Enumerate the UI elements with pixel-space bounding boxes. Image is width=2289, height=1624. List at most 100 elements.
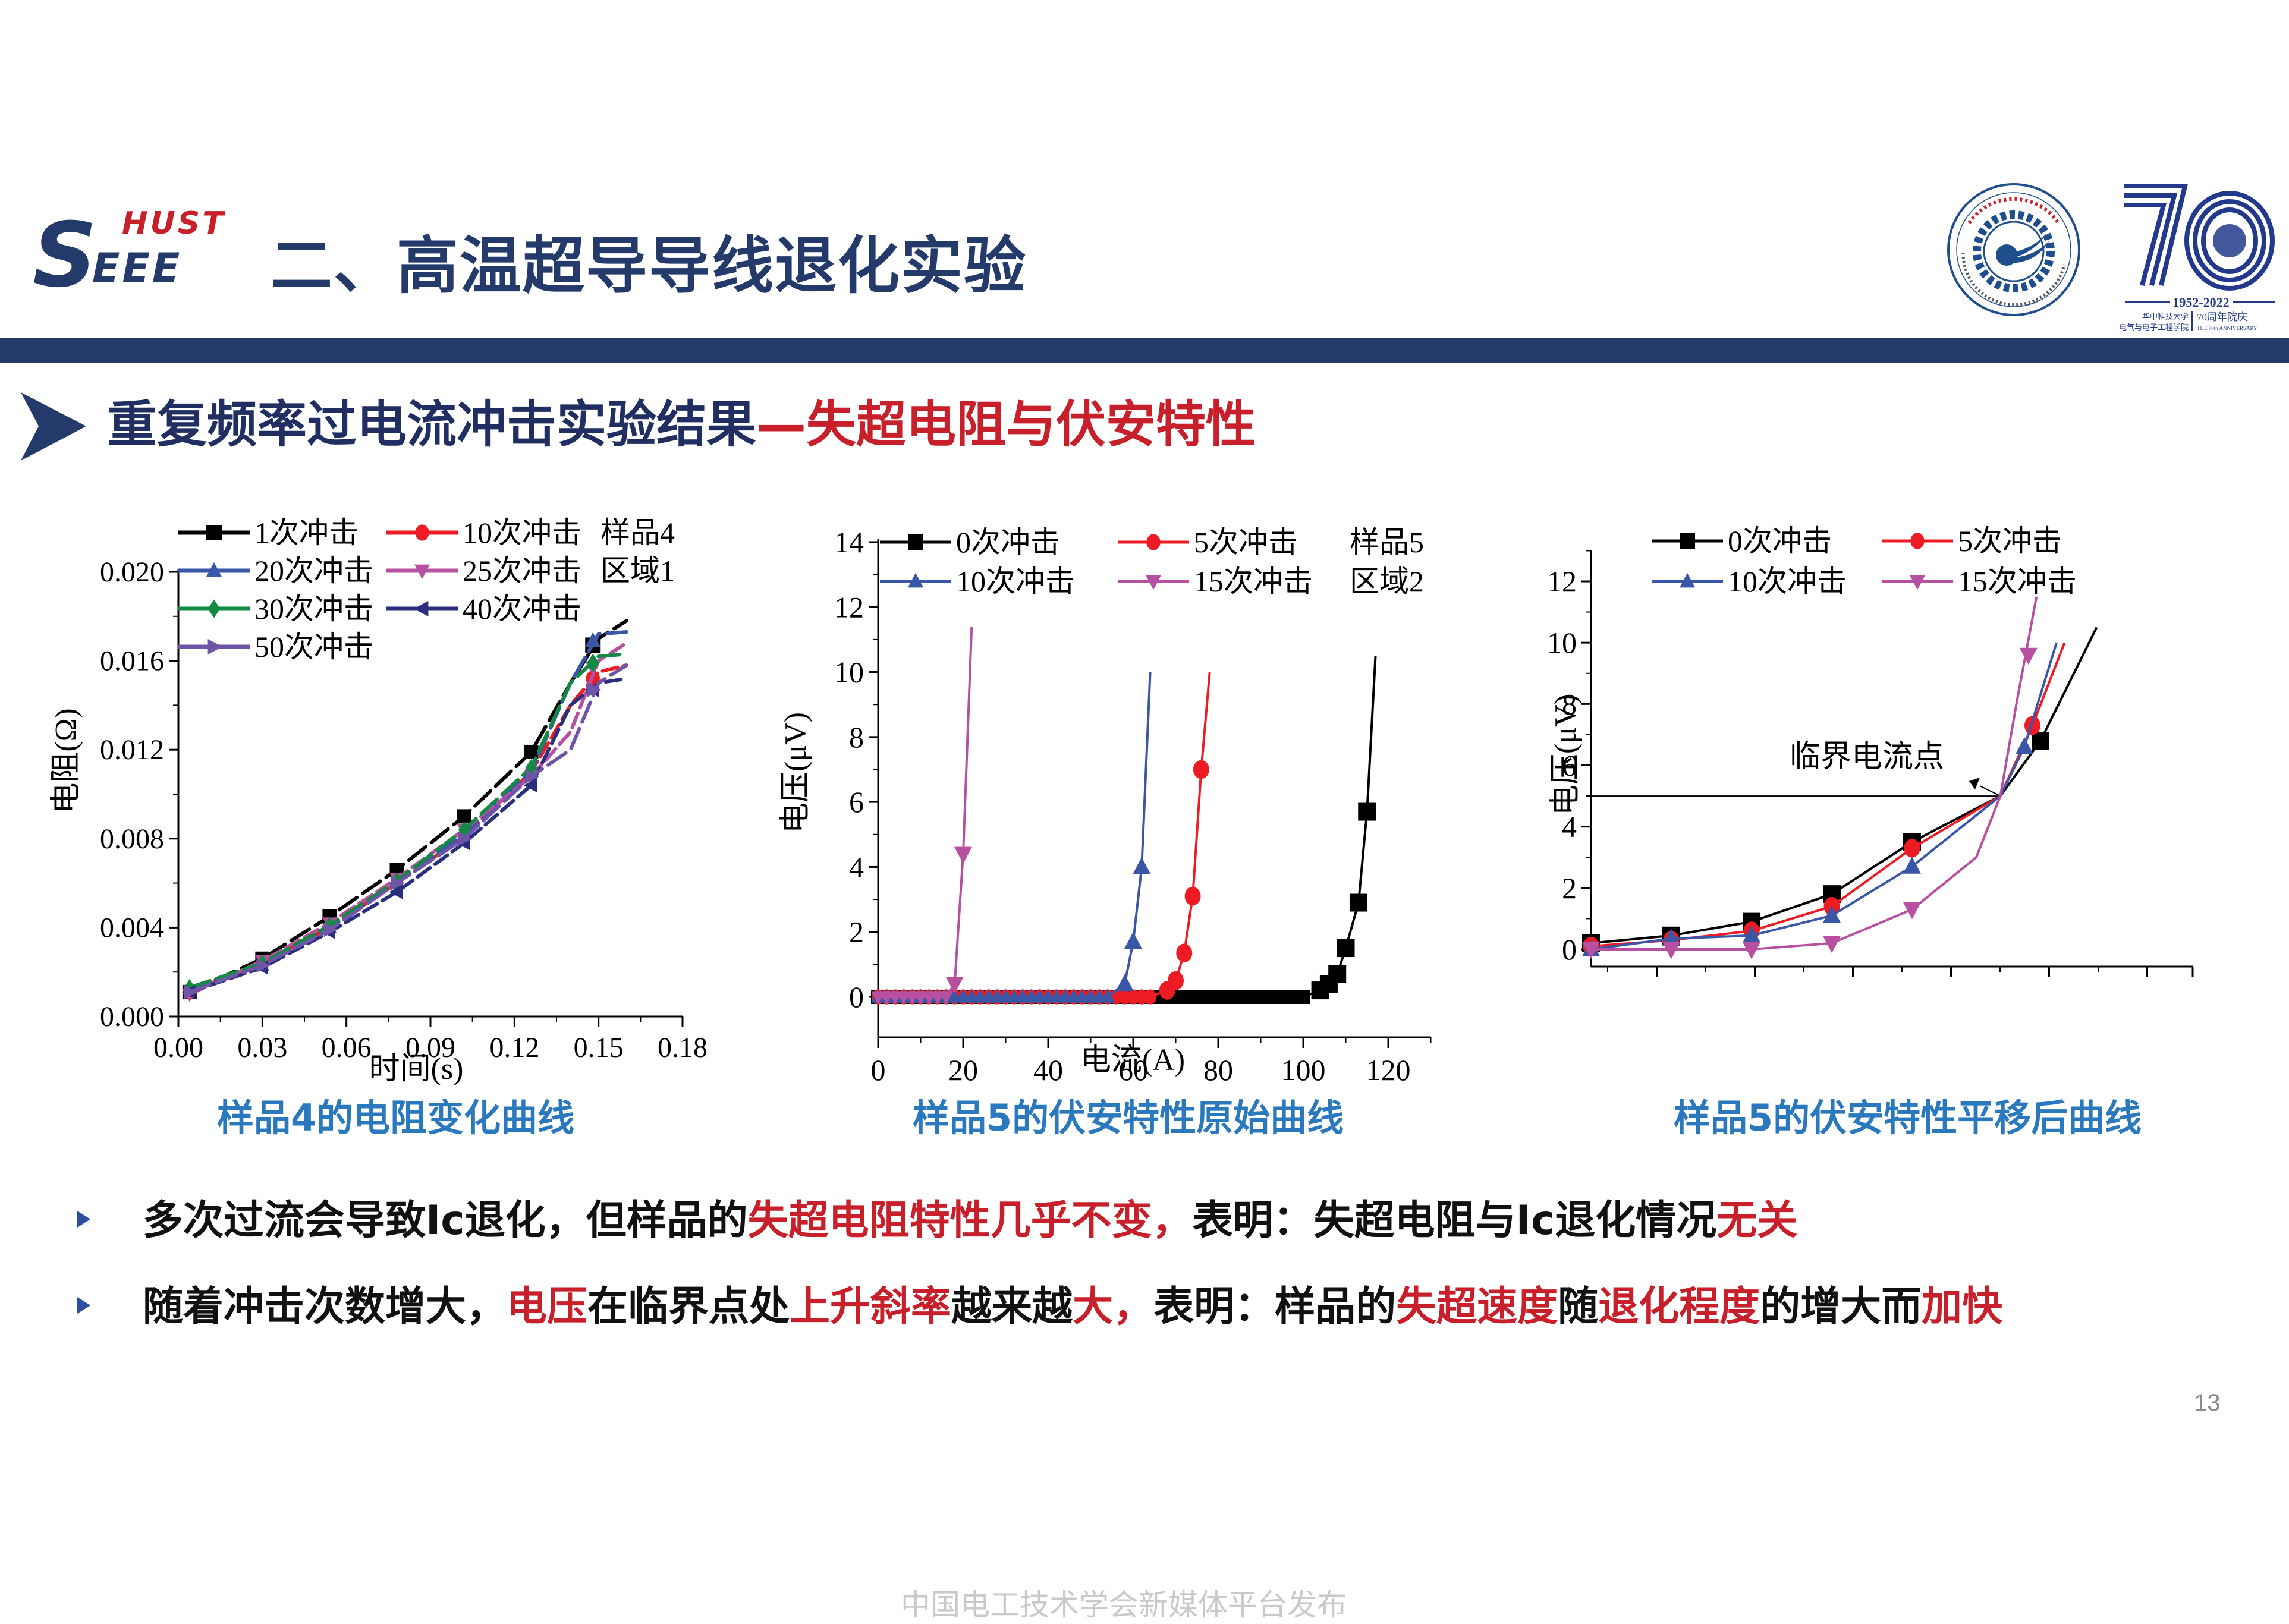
triangle-down-marker-icon [1903, 902, 1921, 920]
svg-text:THE 70th ANNIVERSARY: THE 70th ANNIVERSARY [2197, 325, 2257, 331]
square-marker-icon [908, 534, 923, 550]
chevron-right-icon [21, 392, 86, 461]
triangle-up-marker-icon [1680, 572, 1695, 588]
square-marker-icon [457, 809, 471, 824]
school-emblem-logo [1947, 183, 2080, 316]
chart-iv-shifted-sample5: 0 2 4 6 8 10 12 电压(μV) 临界电流点 0次冲击 5次冲击 10次冲击 15次冲击 [1547, 524, 2194, 977]
svg-text:0.016: 0.016 [100, 646, 164, 677]
triangle-up-marker-icon [585, 632, 601, 647]
svg-text:120: 120 [1366, 1053, 1411, 1087]
bullet-item-1: 多次过流会导致Ic退化，但样品的失超电阻特性几乎不变，表明：失超电阻与Ic退化情… [77, 1201, 1797, 1241]
svg-text:2: 2 [849, 915, 864, 949]
triangle-left-marker-icon [523, 778, 537, 793]
chart-resistance-sample4: 0.00 0.03 0.06 0.09 0.12 0.15 0.18 0.000 0.004 0.… [49, 516, 708, 1086]
svg-text:0.00: 0.00 [153, 1032, 203, 1063]
svg-text:10: 10 [1547, 626, 1577, 659]
bullet-text-segment: 上升斜率 [790, 1283, 952, 1330]
bullet-text-segment: 越来越 [951, 1283, 1073, 1330]
svg-text:100: 100 [1281, 1053, 1326, 1087]
svg-text:0.004: 0.004 [100, 912, 164, 943]
legend-label: 15次冲击 [1958, 565, 2077, 598]
svg-text:电气与电子工程学院: 电气与电子工程学院 [2120, 323, 2189, 332]
bullet-text-segment: 加快 [1922, 1283, 2003, 1330]
y-axis-label: 电压(μV) [779, 712, 813, 833]
triangle-up-marker-icon [908, 572, 923, 588]
svg-text:0.03: 0.03 [237, 1032, 287, 1063]
triangle-down-marker-icon [1823, 936, 1841, 953]
triangle-right-marker-icon [586, 682, 602, 698]
y-axis-label: 电阻(Ω) [49, 708, 83, 813]
square-marker-icon [206, 525, 222, 540]
triangle-up-marker-icon [1823, 905, 1841, 923]
svg-text:80: 80 [1203, 1053, 1233, 1087]
legend-label: 50次冲击 [254, 630, 373, 663]
subtitle-focus: 失超电阻与伏安特性 [806, 395, 1256, 454]
triangle-up-marker-icon [206, 562, 222, 577]
legend-label: 20次冲击 [254, 554, 373, 587]
triangle-down-marker-icon [1582, 942, 1600, 959]
triangle-down-marker-icon [1146, 575, 1161, 590]
svg-text:6: 6 [849, 785, 864, 819]
diamond-marker-icon [586, 653, 599, 672]
legend-label: 25次冲击 [463, 554, 581, 587]
svg-text:60: 60 [1118, 1053, 1148, 1087]
critical-current-annotation: 临界电流点 [1790, 740, 1944, 774]
svg-text:8: 8 [849, 720, 864, 754]
svg-text:0.008: 0.008 [100, 823, 164, 855]
legend-label: 30次冲击 [254, 592, 373, 625]
x-axis-label: 电流(A) [1080, 1043, 1185, 1077]
chart-iv-raw-sample5: 0 20 40 60 80 100 120 0 2 4 6 8 10 12 14 电流(A) 电压(μV) 0次冲… [779, 525, 1432, 1087]
subtitle-dash: — [756, 395, 807, 454]
subtitle-topic: 重复频率过电流冲击实验结果 [107, 395, 757, 454]
triangle-up-marker-icon [1101, 989, 1115, 1003]
triangle-down-marker-icon [954, 846, 972, 864]
svg-text:华中科技大学: 华中科技大学 [2142, 312, 2189, 321]
caption-chart-iv-raw: 样品5的伏安特性原始曲线 [913, 1096, 1344, 1140]
bullet-arrow-icon [77, 1211, 90, 1228]
svg-text:0.000: 0.000 [100, 1001, 164, 1033]
triangle-up-marker-icon [1662, 929, 1680, 946]
triangle-up-marker-icon [1903, 857, 1921, 874]
section-subtitle: 重复频率过电流冲击实验结果—失超电阻与伏安特性 [107, 399, 1256, 449]
svg-text:4: 4 [1562, 810, 1577, 844]
square-marker-icon [2032, 732, 2049, 750]
triangle-left-marker-icon [389, 885, 403, 899]
bullet-text-segment: 失超电阻特性几乎不变， [747, 1197, 1193, 1244]
svg-text:0.15: 0.15 [574, 1032, 624, 1063]
bullet-text-segment: 多次过流会导致Ic退化，但样品的 [143, 1197, 748, 1244]
footer-watermark: 中国电工技术学会新媒体平台发布 [901, 1588, 1347, 1622]
page-title: 二、高温超导导线退化实验 [271, 229, 1027, 302]
triangle-down-marker-icon [1662, 942, 1680, 959]
triangle-down-marker-icon [414, 564, 430, 580]
seee-logo-s: S [33, 204, 97, 307]
legend-label: 40次冲击 [463, 592, 581, 625]
bullet-text-segment: 随 [1558, 1283, 1599, 1330]
svg-text:0: 0 [871, 1053, 886, 1087]
diamond-marker-icon [184, 978, 196, 996]
circle-marker-icon [1176, 943, 1193, 962]
triangle-up-marker-icon [1133, 857, 1151, 874]
bullet-text-segment: 的增大而 [1760, 1283, 1922, 1330]
triangle-down-marker-icon [1910, 575, 1925, 590]
seee-logo-hust: HUST [122, 206, 226, 241]
triangle-right-marker-icon [256, 958, 271, 972]
diamond-marker-icon [526, 759, 537, 776]
circle-marker-icon [1910, 533, 1925, 549]
svg-text:40: 40 [1033, 1053, 1063, 1087]
triangle-right-marker-icon [526, 769, 539, 784]
svg-text:20: 20 [948, 1053, 978, 1087]
svg-text:0.18: 0.18 [658, 1032, 708, 1063]
legend-label: 10次冲击 [956, 565, 1075, 598]
square-marker-icon [1296, 990, 1310, 1004]
svg-text:区域2: 区域2 [1350, 565, 1424, 598]
bullet-text-segment: 随着冲击次数增大， [143, 1283, 507, 1330]
triangle-up-marker-icon [1115, 974, 1134, 992]
svg-text:4: 4 [849, 850, 864, 883]
circle-marker-icon [1146, 534, 1161, 550]
circle-marker-icon [1168, 971, 1184, 990]
legend-label: 1次冲击 [254, 516, 359, 549]
x-axis-label: 时间(s) [369, 1052, 464, 1086]
caption-chart-iv-shifted: 样品5的伏安特性平移后曲线 [1674, 1096, 2142, 1140]
bullet-item-2: 随着冲击次数增大，电压在临界点处上升斜率越来越大，表明：样品的失超速度随退化程度… [77, 1287, 2002, 1327]
anniversary-70-logo: 1952-2022 华中科技大学 电气与电子工程学院 70周年院庆 THE 70… [2120, 184, 2275, 332]
